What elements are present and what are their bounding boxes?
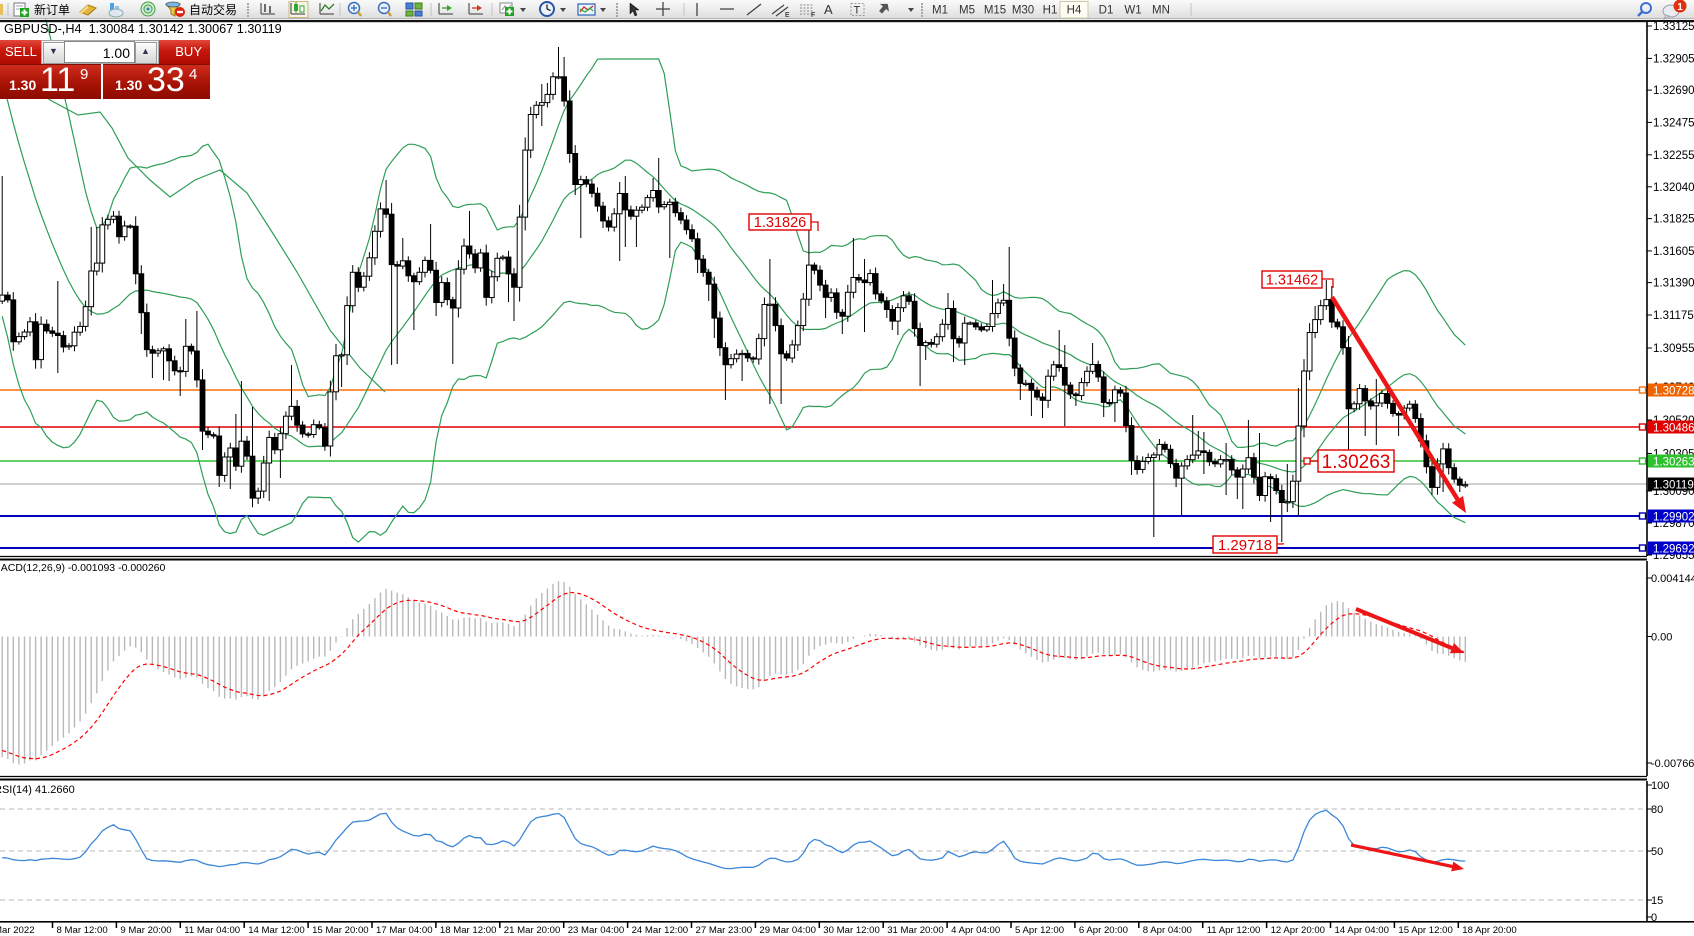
svg-text:W1: W1 [1124, 5, 1141, 17]
svg-text:1: 1 [1677, 2, 1683, 13]
svg-text:1.29692: 1.29692 [1653, 544, 1694, 556]
svg-text:9 Mar 20:00: 9 Mar 20:00 [120, 925, 171, 936]
svg-text:8 Mar 12:00: 8 Mar 12:00 [57, 925, 108, 936]
svg-text:27 Mar 23:00: 27 Mar 23:00 [696, 925, 753, 936]
svg-text:4 Apr 04:00: 4 Apr 04:00 [951, 925, 1000, 936]
svg-text:21 Mar 20:00: 21 Mar 20:00 [504, 925, 561, 936]
svg-text:-0.007664: -0.007664 [1651, 758, 1694, 770]
svg-text:1.31825: 1.31825 [1653, 214, 1694, 226]
svg-text:18 Mar 12:00: 18 Mar 12:00 [440, 925, 497, 936]
svg-text:MN: MN [1152, 5, 1170, 17]
svg-text:1.31390: 1.31390 [1653, 278, 1694, 290]
svg-text:M15: M15 [984, 5, 1006, 17]
svg-text:7 Mar 2022: 7 Mar 2022 [0, 925, 35, 936]
svg-text:6 Apr 20:00: 6 Apr 20:00 [1079, 925, 1128, 936]
svg-text:RSI(14) 41.2660: RSI(14) 41.2660 [0, 784, 75, 796]
svg-text:14 Mar 12:00: 14 Mar 12:00 [248, 925, 305, 936]
svg-text:5 Apr 12:00: 5 Apr 12:00 [1015, 925, 1064, 936]
svg-text:H1: H1 [1043, 5, 1058, 17]
svg-text:1.32905: 1.32905 [1653, 53, 1694, 65]
svg-text:T: T [854, 5, 861, 17]
svg-text:15 Mar 20:00: 15 Mar 20:00 [312, 925, 369, 936]
svg-text:18 Apr 20:00: 18 Apr 20:00 [1462, 925, 1516, 936]
svg-text:1.29718: 1.29718 [1218, 537, 1272, 554]
svg-text:1.30728: 1.30728 [1653, 386, 1694, 398]
svg-text:80: 80 [1651, 804, 1663, 816]
svg-text:11 Apr 12:00: 11 Apr 12:00 [1207, 925, 1261, 936]
svg-text:15: 15 [1651, 895, 1663, 907]
svg-text:1.31175: 1.31175 [1653, 310, 1694, 322]
svg-text:29 Mar 04:00: 29 Mar 04:00 [759, 925, 816, 936]
svg-text:0.00: 0.00 [1651, 632, 1672, 644]
svg-text:1.30263: 1.30263 [1322, 452, 1391, 473]
svg-text:12 Apr 20:00: 12 Apr 20:00 [1271, 925, 1325, 936]
svg-text:1.32255: 1.32255 [1653, 150, 1694, 162]
svg-text:30 Mar 12:00: 30 Mar 12:00 [823, 925, 880, 936]
svg-text:1.31462: 1.31462 [1266, 273, 1318, 289]
svg-text:MACD(12,26,9) -0.001093 -0.000: MACD(12,26,9) -0.001093 -0.000260 [0, 562, 166, 574]
svg-text:1.33125: 1.33125 [1653, 21, 1694, 33]
svg-text:1.32690: 1.32690 [1653, 85, 1694, 97]
svg-text:17 Mar 04:00: 17 Mar 04:00 [376, 925, 433, 936]
svg-text:A: A [824, 2, 833, 17]
svg-text:1.30119: 1.30119 [1653, 480, 1694, 492]
svg-text:14 Apr 04:00: 14 Apr 04:00 [1335, 925, 1389, 936]
svg-text:31 Mar 20:00: 31 Mar 20:00 [887, 925, 944, 936]
svg-text:D1: D1 [1099, 5, 1114, 17]
svg-text:M5: M5 [959, 5, 975, 17]
svg-text:11 Mar 04:00: 11 Mar 04:00 [184, 925, 240, 936]
svg-text:50: 50 [1651, 846, 1663, 858]
svg-text:1.29902: 1.29902 [1653, 512, 1694, 524]
svg-text:0: 0 [1651, 912, 1657, 924]
svg-text:1.31605: 1.31605 [1653, 246, 1694, 258]
svg-text:0.004144: 0.004144 [1651, 573, 1694, 585]
svg-text:M30: M30 [1012, 5, 1034, 17]
svg-text:24 Mar 12:00: 24 Mar 12:00 [632, 925, 689, 936]
svg-text:F: F [811, 12, 815, 19]
svg-text:自动交易: 自动交易 [189, 2, 237, 17]
svg-text:新订单: 新订单 [34, 2, 70, 17]
svg-text:1.32475: 1.32475 [1653, 117, 1694, 129]
svg-text:1.30486: 1.30486 [1653, 423, 1694, 435]
svg-text:15 Apr 12:00: 15 Apr 12:00 [1398, 925, 1452, 936]
svg-text:H4: H4 [1067, 5, 1082, 17]
svg-text:E: E [785, 12, 790, 19]
svg-text:M1: M1 [932, 5, 948, 17]
svg-text:1.30955: 1.30955 [1653, 343, 1694, 355]
svg-text:1.30263: 1.30263 [1653, 457, 1694, 469]
svg-text:100: 100 [1651, 780, 1669, 792]
svg-text:23 Mar 04:00: 23 Mar 04:00 [568, 925, 625, 936]
svg-text:1.31826: 1.31826 [754, 215, 806, 231]
svg-text:1.32040: 1.32040 [1653, 182, 1694, 194]
svg-text:8 Apr 04:00: 8 Apr 04:00 [1143, 925, 1192, 936]
